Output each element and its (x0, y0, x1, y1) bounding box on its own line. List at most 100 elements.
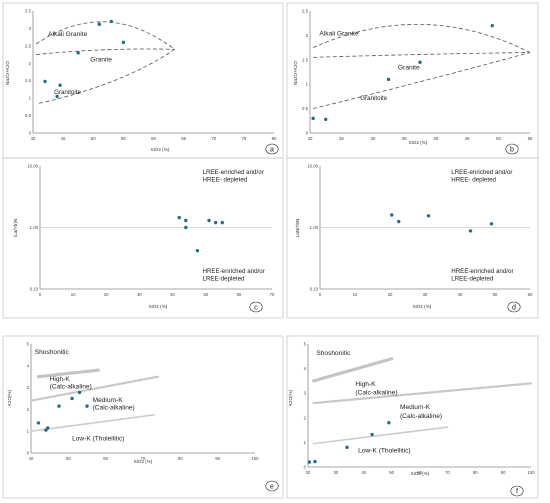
y-tick-label: 0 (306, 131, 309, 136)
panel-badge (249, 301, 263, 313)
panel-badge-label: a (270, 147, 274, 154)
data-point (307, 460, 312, 464)
data-point (195, 248, 200, 253)
x-tick-label: 50 (389, 470, 394, 475)
y-tick-label: 4 (27, 363, 30, 368)
shoshonitic-boundary (311, 357, 394, 383)
data-point (311, 116, 315, 121)
data-point (184, 218, 188, 223)
x-tick-label: 35 (402, 136, 407, 141)
panel-a: 40 45 50 55 60 65 70 75 80 0 0.5 1 1.5 2 2.5 3 3.5 SiO2 (… (2, 2, 284, 159)
data-point (324, 117, 328, 122)
x-tick-label: 50 (496, 136, 501, 141)
x-tick-label: 75 (241, 136, 246, 141)
x-tick-label: 100 (527, 470, 535, 475)
label-low-k: Low-K (Tholellitic) (72, 435, 124, 442)
label-low-k: Low-K (Tholellitic) (358, 448, 410, 455)
y-axis-label: Na2O+K2O (5, 61, 10, 85)
label-medium-k-sub: (Calc-alkaline) (93, 404, 135, 411)
y-tick-label: 2.5 (302, 9, 309, 14)
x-tick-label: 70 (211, 136, 216, 141)
data-point (418, 60, 422, 64)
y-tick-label: 3 (304, 391, 307, 396)
data-point (43, 79, 47, 84)
y-tick-label: 1 (306, 82, 309, 87)
data-point (345, 445, 349, 450)
granite-lower (313, 52, 531, 109)
field-label-alkali-granite: Alkali Granite (319, 30, 359, 37)
x-tick-label: 60 (528, 292, 533, 297)
y-axis-label: K2O(%) (7, 389, 12, 406)
x-tick-label: 20 (306, 470, 311, 475)
y-tick-label: 5 (27, 342, 30, 347)
x-tick-label: 90 (501, 470, 506, 475)
x-axis-label: SiO2 (%) (409, 140, 428, 145)
label-high-k-sub: (Calc-alkaline) (50, 384, 92, 391)
data-point (121, 40, 126, 45)
x-tick-label: 60 (151, 136, 156, 141)
annotation-top-2: HREE- depleted (203, 177, 248, 184)
x-tick-label: 40 (433, 136, 438, 141)
x-tick-label: 50 (493, 292, 498, 297)
x-tick-label: 40 (170, 292, 175, 297)
y-tick-label: 2 (29, 61, 32, 66)
x-tick-label: 80 (272, 136, 277, 141)
alkali-granite-upper (35, 21, 175, 50)
y-tick-label: 1.5 (25, 78, 32, 83)
panel-frame (2, 335, 284, 499)
panel-badge-label: b (510, 147, 514, 154)
panel-badge (507, 301, 521, 313)
alkali-granite-lower (35, 48, 175, 55)
data-point (387, 421, 391, 425)
data-point (85, 404, 89, 408)
y-tick-label: 3 (29, 26, 32, 31)
x-tick-label: 50 (91, 136, 96, 141)
x-tick-label: 0 (39, 292, 42, 297)
data-point (109, 19, 114, 24)
y-tick-label: 1 (304, 440, 307, 445)
annotation-top-1: LREE-enriched and/or (203, 169, 264, 176)
y-tick-label: 4 (304, 366, 307, 371)
data-point (468, 229, 473, 233)
y-tick-label: 2 (27, 407, 30, 412)
x-tick-label: 30 (423, 292, 428, 297)
x-tick-label: 40 (29, 456, 34, 461)
panel-e: 40 50 60 70 80 90 100 0 1 2 3 4 5 SiO2 (%) K2O(%) Shosh… (2, 335, 284, 499)
panel-frame (2, 157, 284, 319)
high-k-boundary (29, 375, 160, 402)
panel-badge-label: e (270, 484, 274, 491)
medium-k-boundary (312, 426, 449, 445)
data-point (213, 220, 218, 225)
label-high-k-sub: (Calc-alkaline) (355, 389, 397, 396)
panel-badge-label: c (254, 305, 258, 312)
data-point (55, 94, 59, 99)
panel-frame (286, 335, 539, 499)
y-tick-label: 1.5 (302, 57, 309, 62)
y-tick-label: 1.00 (30, 225, 39, 230)
x-tick-label: 45 (465, 136, 470, 141)
panel-frame (286, 2, 539, 159)
data-point (77, 390, 82, 395)
x-tick-label: 60 (417, 470, 422, 475)
field-label-granite: Granite (90, 57, 112, 64)
x-tick-label: 50 (203, 292, 208, 297)
y-tick-label: 2 (306, 33, 309, 38)
data-point (426, 214, 431, 218)
x-tick-label: 90 (215, 456, 220, 461)
y-tick-label: 2 (304, 415, 307, 420)
x-tick-label: 30 (333, 470, 338, 475)
x-tick-label: 30 (137, 292, 142, 297)
annotation-bottom-1: HREE-enriched and/or (203, 268, 265, 275)
y-axis-label: K2O(%) (288, 389, 293, 406)
data-point (57, 404, 61, 408)
data-point (76, 51, 80, 55)
y-tick-label: 1 (29, 96, 32, 101)
panel-d: 0 10 20 30 40 50 60 0.10 1.00 10.00 SiO2 (%) LaN/Yb… (286, 157, 539, 319)
label-medium-k: Medium-K (93, 397, 124, 404)
x-tick-label: 25 (339, 136, 344, 141)
x-tick-label: 80 (178, 456, 183, 461)
label-medium-k: Medium-K (400, 404, 431, 411)
x-axis-label: SiO2 (%) (149, 304, 168, 309)
label-high-k: High-K (50, 376, 71, 383)
label-high-k: High-K (355, 381, 376, 388)
